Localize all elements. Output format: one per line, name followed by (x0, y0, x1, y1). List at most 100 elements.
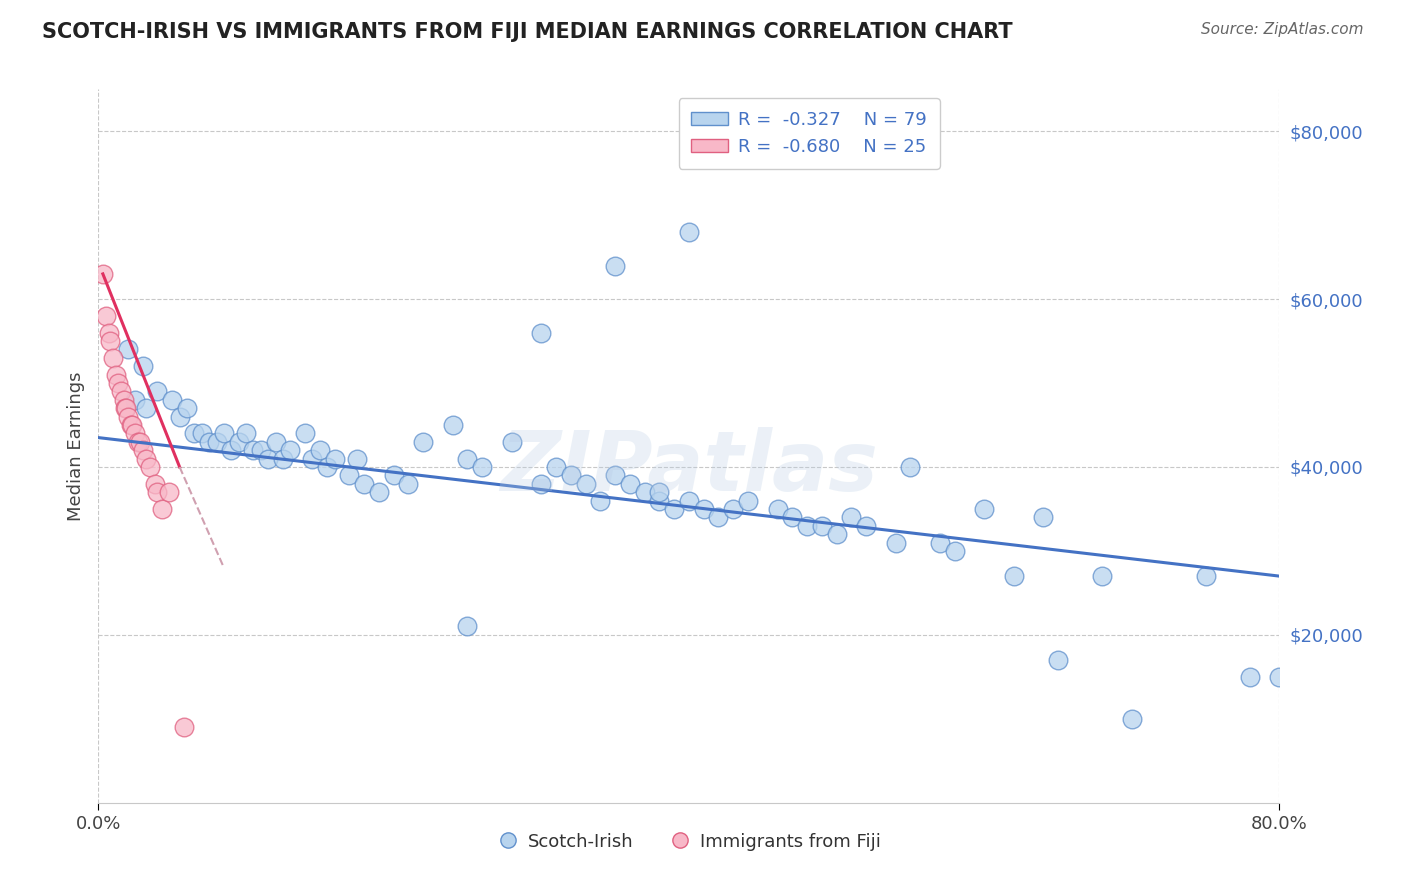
Point (457, 451, 479, 466)
Point (825, 527, 848, 541)
Point (575, 476, 598, 491)
Point (105, 368, 128, 382)
Point (752, 149, 775, 163)
Point (124, 392, 146, 407)
Point (127, 434, 149, 449)
Point (398, 476, 420, 491)
Point (382, 468, 405, 483)
Point (841, 510, 863, 524)
Point (1121, 712, 1143, 726)
Point (94, 309, 117, 323)
Point (648, 493, 671, 508)
Point (280, 443, 302, 458)
Point (1032, 510, 1054, 524)
Point (183, 426, 205, 441)
Text: Source: ZipAtlas.com: Source: ZipAtlas.com (1201, 22, 1364, 37)
Y-axis label: Median Earnings: Median Earnings (66, 371, 84, 521)
Point (530, 476, 553, 491)
Point (605, 259, 627, 273)
Point (294, 426, 316, 441)
Point (530, 326, 553, 340)
Point (221, 443, 243, 458)
Point (117, 409, 139, 424)
Point (212, 426, 235, 441)
Point (139, 460, 162, 475)
Point (191, 426, 214, 441)
Point (441, 417, 464, 432)
Point (198, 434, 221, 449)
Point (707, 510, 730, 524)
Point (1268, 670, 1291, 684)
Point (135, 451, 157, 466)
Point (135, 401, 157, 416)
Point (176, 401, 198, 416)
Point (678, 225, 700, 239)
Point (412, 434, 434, 449)
Point (943, 544, 966, 558)
Point (973, 502, 995, 516)
Point (810, 518, 832, 533)
Point (132, 359, 155, 374)
Point (648, 485, 671, 500)
Point (884, 535, 907, 549)
Point (169, 409, 191, 424)
Point (339, 468, 361, 483)
Point (501, 434, 523, 449)
Point (120, 417, 142, 432)
Point (900, 460, 922, 475)
Point (301, 451, 323, 466)
Point (664, 502, 686, 516)
Point (103, 351, 125, 365)
Point (242, 443, 264, 458)
Point (457, 619, 479, 633)
Point (205, 434, 228, 449)
Point (309, 443, 332, 458)
Point (782, 510, 804, 524)
Point (132, 443, 155, 458)
Point (723, 502, 745, 516)
Point (589, 493, 612, 508)
Point (323, 451, 346, 466)
Point (560, 468, 582, 483)
Point (114, 401, 136, 416)
Point (124, 426, 146, 441)
Point (316, 460, 339, 475)
Point (1091, 569, 1114, 583)
Point (929, 535, 952, 549)
Point (146, 384, 169, 399)
Point (737, 493, 759, 508)
Point (121, 417, 143, 432)
Point (97, 326, 120, 340)
Point (353, 476, 375, 491)
Point (1195, 569, 1218, 583)
Point (112, 392, 135, 407)
Point (143, 476, 166, 491)
Point (605, 468, 627, 483)
Point (619, 476, 641, 491)
Point (264, 434, 287, 449)
Point (796, 518, 818, 533)
Point (368, 485, 391, 500)
Point (128, 434, 150, 449)
Point (678, 493, 700, 508)
Point (228, 434, 250, 449)
Point (157, 485, 180, 500)
Point (250, 443, 273, 458)
Point (235, 426, 257, 441)
Text: ZIPatlas: ZIPatlas (501, 427, 877, 508)
Point (91, 267, 114, 281)
Point (766, 502, 789, 516)
Point (346, 451, 368, 466)
Point (117, 343, 139, 357)
Point (634, 485, 657, 500)
Point (1046, 653, 1070, 667)
Point (107, 376, 129, 390)
Point (271, 451, 294, 466)
Point (146, 485, 169, 500)
Point (546, 460, 568, 475)
Point (115, 401, 138, 416)
Text: SCOTCH-IRISH VS IMMIGRANTS FROM FIJI MEDIAN EARNINGS CORRELATION CHART: SCOTCH-IRISH VS IMMIGRANTS FROM FIJI MED… (42, 22, 1012, 42)
Point (693, 502, 716, 516)
Point (257, 451, 280, 466)
Point (855, 518, 877, 533)
